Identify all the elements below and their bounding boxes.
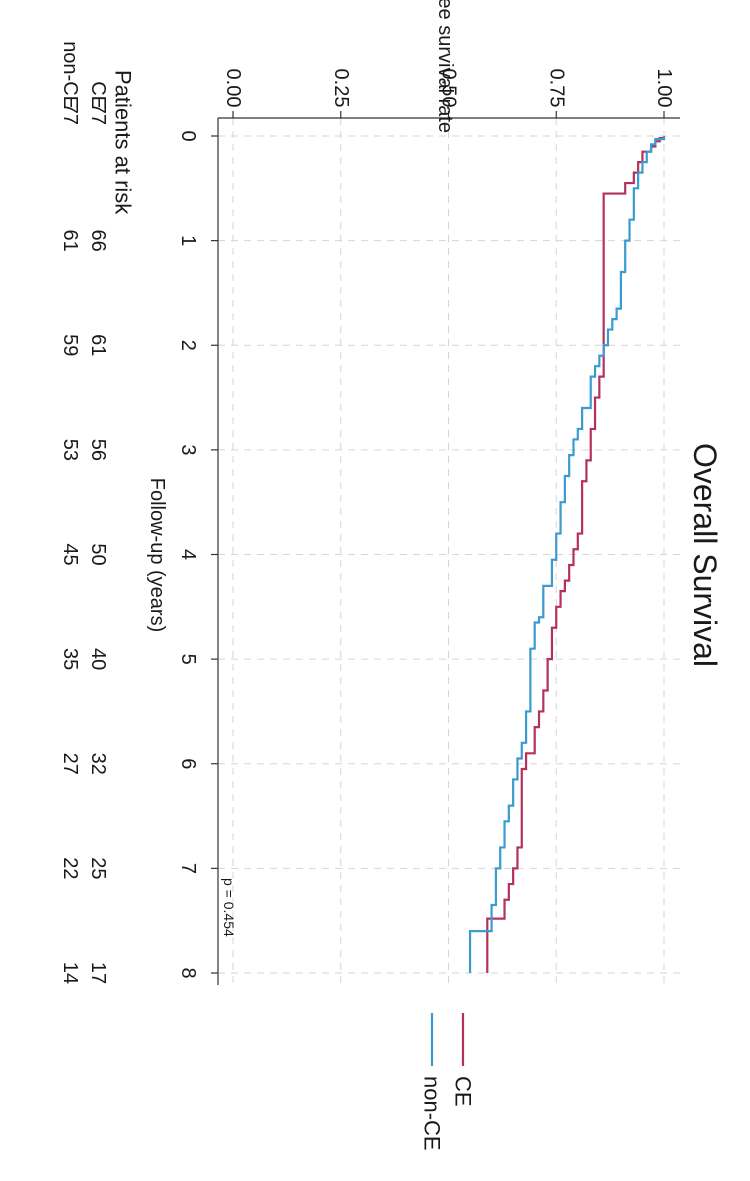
risk-count: 14: [59, 962, 81, 984]
x-tick-label: 0: [177, 130, 199, 141]
risk-count: 35: [59, 648, 81, 670]
x-tick-label: 5: [177, 654, 199, 665]
risk-count: 50: [87, 543, 109, 565]
x-tick-label: 7: [177, 863, 199, 874]
legend-label: CE: [451, 1076, 476, 1107]
risk-table-title: Patients at risk: [111, 70, 136, 215]
x-tick-label: 6: [177, 758, 199, 769]
risk-count: 61: [87, 334, 109, 356]
x-tick-label: 8: [177, 967, 199, 978]
risk-row-label: non-CE: [59, 41, 81, 109]
risk-count: 59: [59, 334, 81, 356]
series-line-non-CE: [468, 136, 666, 973]
risk-count: 66: [87, 230, 109, 252]
chart-title: Overall Survival: [687, 443, 723, 667]
risk-count: 25: [87, 857, 109, 879]
y-tick-label: 0.75: [545, 69, 567, 108]
risk-count: 45: [59, 543, 81, 565]
legend-label: non-CE: [420, 1076, 445, 1151]
labels: 0.00 0.25 0.50 0.75 1.00012345678Mortality-f…: [59, 0, 723, 1151]
risk-count: 53: [59, 439, 81, 461]
series-line-CE: [486, 136, 666, 973]
risk-count: 61: [59, 230, 81, 252]
risk-count: 77: [59, 103, 81, 125]
axes: [211, 111, 680, 985]
risk-count: 17: [87, 962, 109, 984]
risk-count: 56: [87, 439, 109, 461]
y-tick-label: 0.25: [330, 69, 352, 108]
y-tick-label: 0.50: [438, 69, 460, 108]
x-tick-label: 2: [177, 340, 199, 351]
risk-count: 27: [59, 753, 81, 775]
p-value-annotation: p = 0.454: [221, 878, 237, 937]
x-tick-label: 1: [177, 235, 199, 246]
risk-count: 77: [87, 103, 109, 125]
risk-count: 40: [87, 648, 109, 670]
risk-row-label: CE: [87, 81, 109, 109]
y-tick-label: 0.00: [222, 69, 244, 108]
risk-count: 32: [87, 753, 109, 775]
x-tick-label: 4: [177, 549, 199, 560]
x-axis-title: Follow-up (years): [146, 478, 168, 632]
risk-count: 22: [59, 857, 81, 879]
series: [430, 136, 666, 1066]
x-tick-label: 3: [177, 444, 199, 455]
y-tick-label: 1.00: [653, 69, 675, 108]
y-axis-title: Mortality-free survival rate: [434, 0, 456, 133]
